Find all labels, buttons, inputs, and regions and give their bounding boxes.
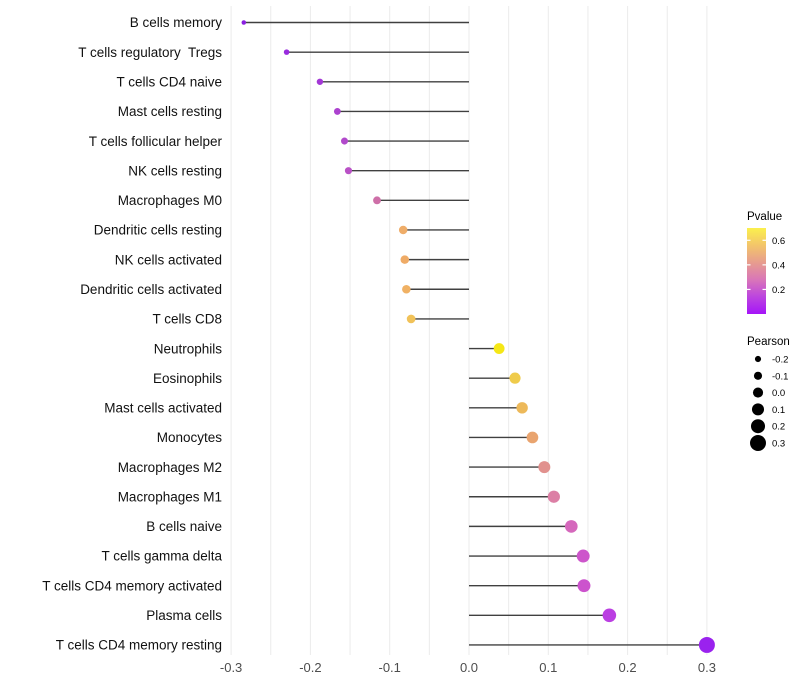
y-axis-label: NK cells activated xyxy=(115,252,222,267)
dot xyxy=(547,490,560,503)
colorbar-tick-label: 0.2 xyxy=(772,285,785,296)
table-row: Mast cells resting xyxy=(118,104,469,119)
x-axis: -0.3 -0.2 -0.1 0.0 0.1 0.2 0.3 xyxy=(220,660,716,675)
dot xyxy=(340,137,349,145)
table-row: T cells gamma delta xyxy=(101,549,590,564)
y-axis-label: B cells memory xyxy=(130,15,223,30)
table-row: NK cells resting xyxy=(128,163,469,178)
dot xyxy=(344,167,353,175)
y-axis-label: Macrophages M2 xyxy=(118,460,222,475)
table-row: Dendritic cells resting xyxy=(94,223,469,238)
table-row: T cells follicular helper xyxy=(89,134,469,149)
size-legend-dot xyxy=(751,403,765,416)
x-tick-label: -0.3 xyxy=(220,660,242,675)
dot xyxy=(402,284,411,294)
pvalue-colorbar xyxy=(747,228,766,314)
y-axis-label: Macrophages M0 xyxy=(118,193,222,208)
dot xyxy=(316,78,324,85)
size-legend-label: -0.1 xyxy=(772,371,788,382)
y-axis-label: Dendritic cells activated xyxy=(80,282,222,297)
dot xyxy=(577,579,591,593)
pvalue-legend-title: Pvalue xyxy=(747,211,783,223)
y-axis-label: NK cells resting xyxy=(128,163,222,178)
dot xyxy=(526,431,539,444)
dot xyxy=(509,372,521,384)
table-row: Eosinophils xyxy=(153,371,521,386)
table-row: Macrophages M2 xyxy=(118,460,551,475)
table-row: T cells CD4 memory activated xyxy=(42,578,591,593)
dot xyxy=(406,314,416,324)
dot xyxy=(400,255,410,264)
dot xyxy=(283,49,290,55)
colorbar-tick-label: 0.4 xyxy=(772,260,785,271)
table-row: Dendritic cells activated xyxy=(80,282,469,297)
size-legend-label: 0.1 xyxy=(772,405,785,416)
y-axis-label: Plasma cells xyxy=(146,608,222,623)
y-axis-label: Mast cells activated xyxy=(104,401,222,416)
size-legend-dot xyxy=(752,387,764,398)
y-axis-label: T cells CD4 naive xyxy=(116,75,222,90)
y-axis-label: T cells follicular helper xyxy=(89,134,223,149)
y-axis-label: Neutrophils xyxy=(154,341,223,356)
y-axis-label: T cells CD4 memory resting xyxy=(56,638,222,653)
table-row: Plasma cells xyxy=(146,608,617,623)
table-row: T cells CD4 memory resting xyxy=(56,636,715,653)
size-legend-dot xyxy=(754,355,762,363)
pearson-legend: -0.2 -0.1 0.0 0.1 0.2 0.3 xyxy=(750,355,788,451)
size-legend-dot xyxy=(750,419,766,434)
size-legend-label: -0.2 xyxy=(772,355,788,366)
dot xyxy=(516,402,528,414)
dot xyxy=(373,196,381,205)
rows: B cells memory T cells regulatory Tregs T … xyxy=(42,15,715,653)
dot xyxy=(538,461,551,474)
size-legend-label: 0.0 xyxy=(772,388,785,399)
y-axis-label: T cells CD4 memory activated xyxy=(42,578,222,593)
table-row: Monocytes xyxy=(157,430,539,445)
y-axis-label: Eosinophils xyxy=(153,371,222,386)
dot xyxy=(333,107,341,115)
table-row: Macrophages M0 xyxy=(118,193,469,208)
y-axis-label: Mast cells resting xyxy=(118,104,222,119)
y-axis-label: Macrophages M1 xyxy=(118,489,222,504)
size-legend-dot xyxy=(753,371,763,380)
size-legend-label: 0.3 xyxy=(772,439,785,450)
table-row: T cells CD4 naive xyxy=(116,75,469,90)
x-tick-label: 0.1 xyxy=(539,660,557,675)
x-tick-label: 0.0 xyxy=(460,660,478,675)
dot xyxy=(564,520,578,533)
gridlines xyxy=(230,6,708,655)
table-row: Mast cells activated xyxy=(104,401,528,416)
table-row: Macrophages M1 xyxy=(118,489,560,504)
dot xyxy=(602,608,617,623)
dot xyxy=(398,225,408,235)
x-tick-label: 0.3 xyxy=(698,660,716,675)
size-legend-label: 0.2 xyxy=(772,422,785,433)
y-axis-label: T cells gamma delta xyxy=(101,549,222,564)
table-row: T cells regulatory Tregs xyxy=(78,45,469,60)
y-axis-label: Monocytes xyxy=(157,430,223,445)
table-row: NK cells activated xyxy=(115,252,469,267)
colorbar-tick-label: 0.6 xyxy=(772,236,785,247)
x-tick-label: -0.1 xyxy=(378,660,400,675)
table-row: T cells CD8 xyxy=(152,312,469,327)
dot xyxy=(698,636,715,653)
size-legend-dot xyxy=(750,435,766,451)
pvalue-legend: 0.6 0.4 0.2 xyxy=(747,228,785,314)
y-axis-label: T cells CD8 xyxy=(152,312,222,327)
table-row: Neutrophils xyxy=(154,341,505,356)
table-row: B cells memory xyxy=(130,15,469,30)
x-tick-label: 0.2 xyxy=(619,660,637,675)
y-axis-label: B cells naive xyxy=(146,519,222,534)
x-tick-label: -0.2 xyxy=(299,660,321,675)
dot xyxy=(576,549,590,563)
y-axis-label: Dendritic cells resting xyxy=(94,223,222,238)
y-axis-label: T cells regulatory Tregs xyxy=(78,45,222,60)
dot xyxy=(493,343,505,354)
pearson-legend-title: Pearson xyxy=(747,336,790,348)
table-row: B cells naive xyxy=(146,519,578,534)
dot xyxy=(241,20,247,25)
